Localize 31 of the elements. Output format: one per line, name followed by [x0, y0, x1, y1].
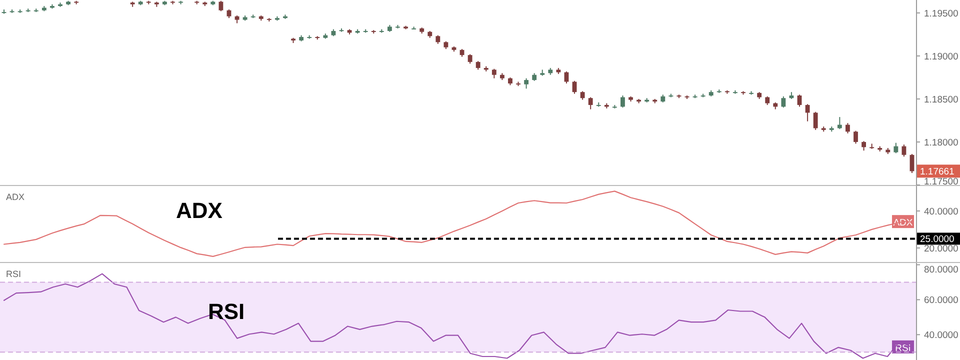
y-tick-label: 1.18500 [924, 94, 958, 106]
y-tick-label: 40.0000 [924, 206, 958, 218]
candlestick [524, 78, 529, 90]
y-tick-label: 1.19000 [924, 51, 958, 62]
annotation: RSI [208, 299, 245, 324]
candlestick [894, 142, 898, 154]
candlestick [572, 80, 577, 94]
candlestick [492, 68, 496, 79]
candlestick [854, 130, 858, 144]
y-tick-label: 1.17500 [924, 176, 958, 188]
line-series [3, 190, 914, 258]
candlestick [781, 96, 786, 108]
text: ADX [6, 192, 25, 202]
annotation: ADX [176, 198, 223, 223]
candlestick [468, 54, 472, 64]
candlestick [813, 111, 818, 130]
candlestick [862, 140, 866, 152]
ref-line-label: 25.0000 [920, 234, 954, 246]
y-tick-label: 1.18000 [924, 137, 958, 148]
y-tick-label: 1.19500 [924, 8, 958, 20]
y-tick-label: 40.0000 [924, 330, 958, 342]
candlestick [846, 122, 850, 134]
candlestick [588, 96, 593, 110]
candlestick [620, 95, 625, 108]
candlestick [797, 94, 802, 108]
annotation: 1.17661 [920, 166, 954, 178]
y-tick-label: 80.0000 [924, 264, 958, 276]
candlestick [218, 0, 224, 12]
y-tick-label: 20.0000 [924, 243, 958, 254]
y-tick-label: 60.0000 [924, 295, 958, 306]
text: RSI [6, 269, 22, 279]
